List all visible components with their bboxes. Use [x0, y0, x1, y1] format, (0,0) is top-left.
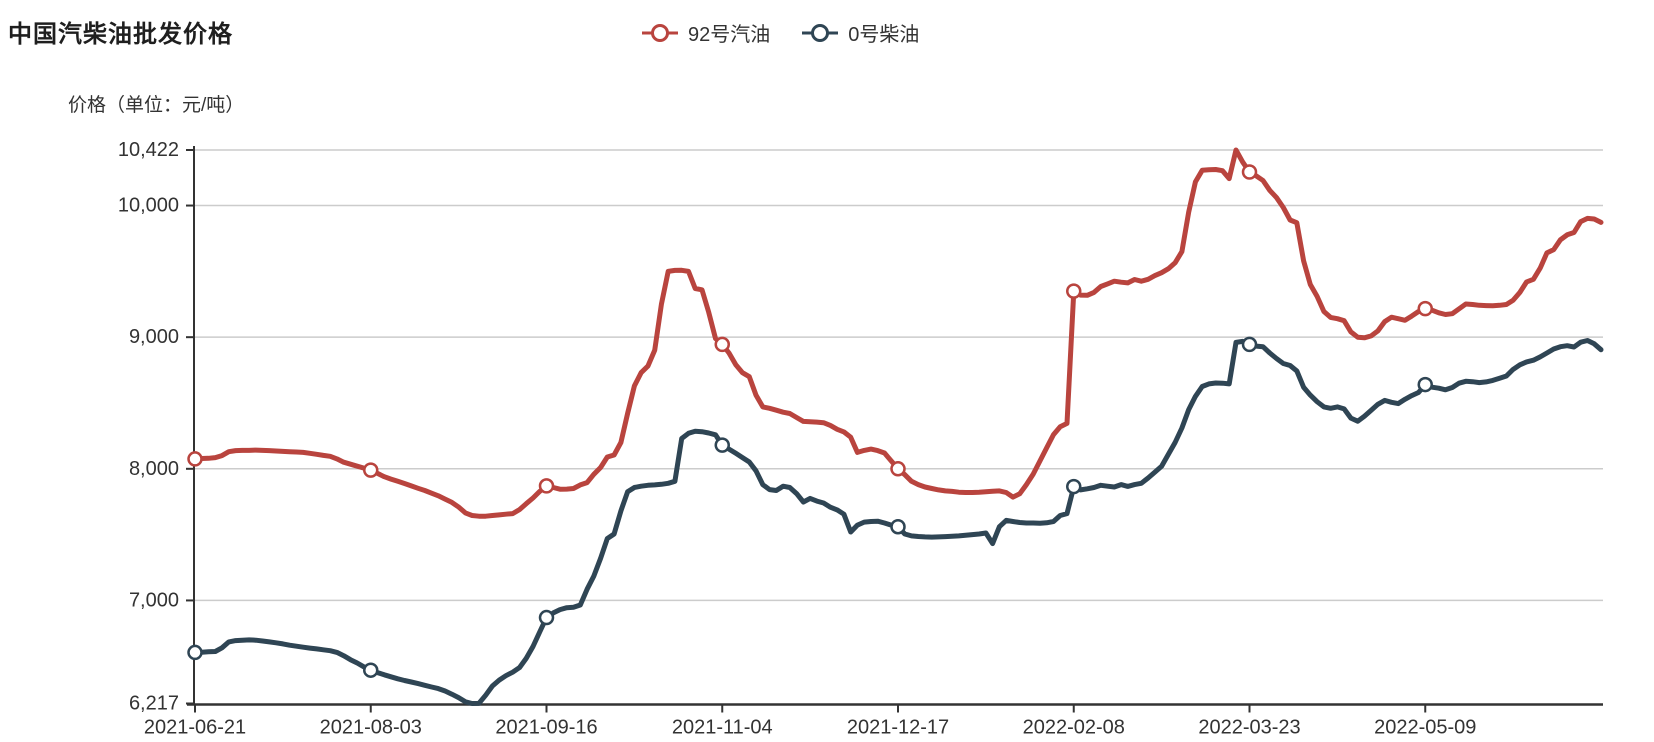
line-circle-icon — [642, 23, 678, 42]
data-point-marker[interactable] — [890, 461, 906, 477]
legend-label: 92号汽油 — [688, 24, 771, 46]
data-point-marker[interactable] — [1241, 336, 1258, 353]
y-tick-label: 10,422 — [118, 139, 179, 161]
x-tick-label: 2021-08-03 — [320, 717, 422, 739]
data-point-marker[interactable] — [538, 478, 555, 494]
data-point-marker[interactable] — [363, 662, 379, 678]
legend-item-92-gasoline[interactable]: 92号汽油 — [640, 18, 770, 47]
data-point-marker[interactable] — [187, 644, 203, 661]
x-tick-label: 2021-09-16 — [495, 717, 597, 739]
x-tick-label: 2022-03-23 — [1198, 717, 1300, 739]
data-point-marker[interactable] — [538, 609, 555, 626]
legend-item-0-diesel[interactable]: 0号柴油 — [800, 18, 919, 47]
data-point-marker[interactable] — [1066, 283, 1082, 299]
chart-title: 中国汽柴油批发价格 — [8, 21, 233, 48]
data-point-marker[interactable] — [363, 462, 379, 478]
y-tick-label: 7,000 — [129, 589, 179, 611]
data-point-marker[interactable] — [1241, 164, 1258, 180]
x-tick-label: 2022-05-09 — [1374, 717, 1476, 739]
data-point-marker[interactable] — [187, 451, 203, 467]
line-circle-icon — [802, 23, 839, 42]
x-tick-label: 2021-06-21 — [144, 717, 246, 739]
data-point-marker[interactable] — [1066, 478, 1082, 495]
y-tick-label: 6,217 — [129, 693, 179, 715]
data-point-marker[interactable] — [1417, 376, 1433, 393]
x-tick-label: 2022-02-08 — [1023, 717, 1125, 739]
legend: 92号汽油 0号柴油 — [640, 18, 919, 47]
y-tick-label: 8,000 — [129, 458, 179, 480]
x-tick-label: 2021-11-04 — [672, 717, 773, 739]
y-tick-label: 10,000 — [118, 195, 179, 217]
data-point-marker[interactable] — [1417, 300, 1433, 317]
data-point-marker[interactable] — [714, 336, 730, 353]
data-point-marker[interactable] — [890, 518, 906, 535]
y-axis-title: 价格（单位：元/吨） — [68, 95, 245, 116]
y-tick-label: 9,000 — [129, 326, 179, 348]
legend-label: 0号柴油 — [848, 24, 920, 46]
data-point-marker[interactable] — [714, 437, 730, 453]
x-tick-label: 2021-12-17 — [847, 717, 949, 739]
